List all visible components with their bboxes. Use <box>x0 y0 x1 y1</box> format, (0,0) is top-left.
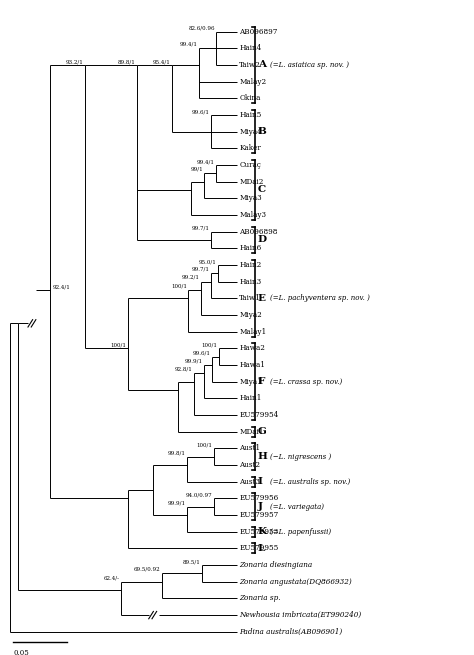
Text: 99.9/1: 99.9/1 <box>168 500 186 505</box>
Text: Zonaria angustata(DQ866932): Zonaria angustata(DQ866932) <box>239 578 352 586</box>
Text: 100/1: 100/1 <box>171 284 187 288</box>
Text: Hain2: Hain2 <box>239 261 262 269</box>
Text: B: B <box>258 127 267 136</box>
Text: Aust3: Aust3 <box>239 477 260 486</box>
Text: EU579953: EU579953 <box>239 528 278 536</box>
Text: 92.8/1: 92.8/1 <box>175 367 193 371</box>
Text: 99.8/1: 99.8/1 <box>168 450 186 455</box>
Text: 94.0/0.97: 94.0/0.97 <box>186 493 212 498</box>
Text: 99.9/1: 99.9/1 <box>184 358 202 364</box>
Text: Taiw1: Taiw1 <box>239 294 261 303</box>
Text: L: L <box>258 544 265 553</box>
Text: EU579955: EU579955 <box>239 544 279 552</box>
Text: Malay1: Malay1 <box>239 328 266 335</box>
Text: 99.6/1: 99.6/1 <box>191 109 210 114</box>
Text: 62.4/-: 62.4/- <box>103 575 119 580</box>
Text: Hawa2: Hawa2 <box>239 345 265 352</box>
Text: Miya2: Miya2 <box>239 311 262 319</box>
Text: J: J <box>258 502 263 512</box>
Text: 100/1: 100/1 <box>201 343 218 348</box>
Text: 95.4/1: 95.4/1 <box>153 59 171 64</box>
Text: 99.7/1: 99.7/1 <box>191 267 210 272</box>
Text: Malay3: Malay3 <box>239 211 266 219</box>
Text: Okina: Okina <box>239 94 261 102</box>
Text: (=L. papenfussii): (=L. papenfussii) <box>270 528 331 536</box>
Text: Curaç: Curaç <box>239 161 261 169</box>
Text: E: E <box>258 294 266 303</box>
Text: Malay2: Malay2 <box>239 77 266 86</box>
Text: 99/1: 99/1 <box>191 166 203 172</box>
Text: 99.6/1: 99.6/1 <box>192 350 210 355</box>
Text: MDai2: MDai2 <box>239 178 264 185</box>
Text: 82.6/0.96: 82.6/0.96 <box>188 26 215 31</box>
Text: Taiw2: Taiw2 <box>239 61 261 69</box>
Text: Hain5: Hain5 <box>239 111 262 119</box>
Text: 99.4/1: 99.4/1 <box>197 159 215 164</box>
Text: D: D <box>258 235 267 244</box>
Text: 69.5/0.92: 69.5/0.92 <box>134 567 160 572</box>
Text: A: A <box>258 60 266 69</box>
Text: 99.4/1: 99.4/1 <box>180 41 198 47</box>
Text: Hain3: Hain3 <box>239 278 262 286</box>
Text: Zonaria diesingiana: Zonaria diesingiana <box>239 561 312 569</box>
Text: AB096898: AB096898 <box>239 228 278 236</box>
Text: 0.05: 0.05 <box>13 649 29 655</box>
Text: 92.4/1: 92.4/1 <box>53 284 70 289</box>
Text: G: G <box>258 427 267 436</box>
Text: H: H <box>258 452 268 461</box>
Text: MDai1: MDai1 <box>239 428 264 436</box>
Text: Hain1: Hain1 <box>239 394 262 402</box>
Text: Hain6: Hain6 <box>239 244 262 252</box>
Text: (−L. nigrescens ): (−L. nigrescens ) <box>270 453 331 460</box>
Text: 100/1: 100/1 <box>110 343 127 348</box>
Text: Hain4: Hain4 <box>239 45 262 52</box>
Text: (=L. asiatica sp. nov. ): (=L. asiatica sp. nov. ) <box>270 61 348 69</box>
Text: C: C <box>258 185 266 195</box>
Text: F: F <box>258 377 265 386</box>
Text: (=L. australis sp. nov.): (=L. australis sp. nov.) <box>270 477 350 486</box>
Text: Padina australis(AB096901): Padina australis(AB096901) <box>239 627 343 636</box>
Text: 99.2/1: 99.2/1 <box>182 275 200 280</box>
Text: Miya3: Miya3 <box>239 195 262 202</box>
Text: EU579956: EU579956 <box>239 495 279 502</box>
Text: I: I <box>258 477 263 486</box>
Text: Hawa1: Hawa1 <box>239 361 265 369</box>
Text: 93.2/1: 93.2/1 <box>65 59 83 64</box>
Text: EU579957: EU579957 <box>239 511 279 519</box>
Text: Zonaria sp.: Zonaria sp. <box>239 595 281 603</box>
Text: (=L. pachyventera sp. nov. ): (=L. pachyventera sp. nov. ) <box>270 294 369 303</box>
Text: EU579954: EU579954 <box>239 411 279 419</box>
Text: (=L. crassa sp. nov.): (=L. crassa sp. nov.) <box>270 378 342 386</box>
Text: Aust1: Aust1 <box>239 444 260 453</box>
Text: (=L. variegata): (=L. variegata) <box>270 503 324 511</box>
Text: Aust2: Aust2 <box>239 461 260 469</box>
Text: Newhousia imbricata(ET990240): Newhousia imbricata(ET990240) <box>239 611 362 619</box>
Text: Miya4: Miya4 <box>239 128 262 136</box>
Text: 95.0/1: 95.0/1 <box>199 259 217 264</box>
Text: 99.7/1: 99.7/1 <box>191 226 210 231</box>
Text: AB096897: AB096897 <box>239 28 278 35</box>
Text: Miya1: Miya1 <box>239 378 262 386</box>
Text: 100/1: 100/1 <box>197 443 212 447</box>
Text: 89.8/1: 89.8/1 <box>118 59 136 64</box>
Text: K: K <box>258 527 267 536</box>
Text: 89.5/1: 89.5/1 <box>183 559 201 564</box>
Text: Kaker: Kaker <box>239 144 261 152</box>
